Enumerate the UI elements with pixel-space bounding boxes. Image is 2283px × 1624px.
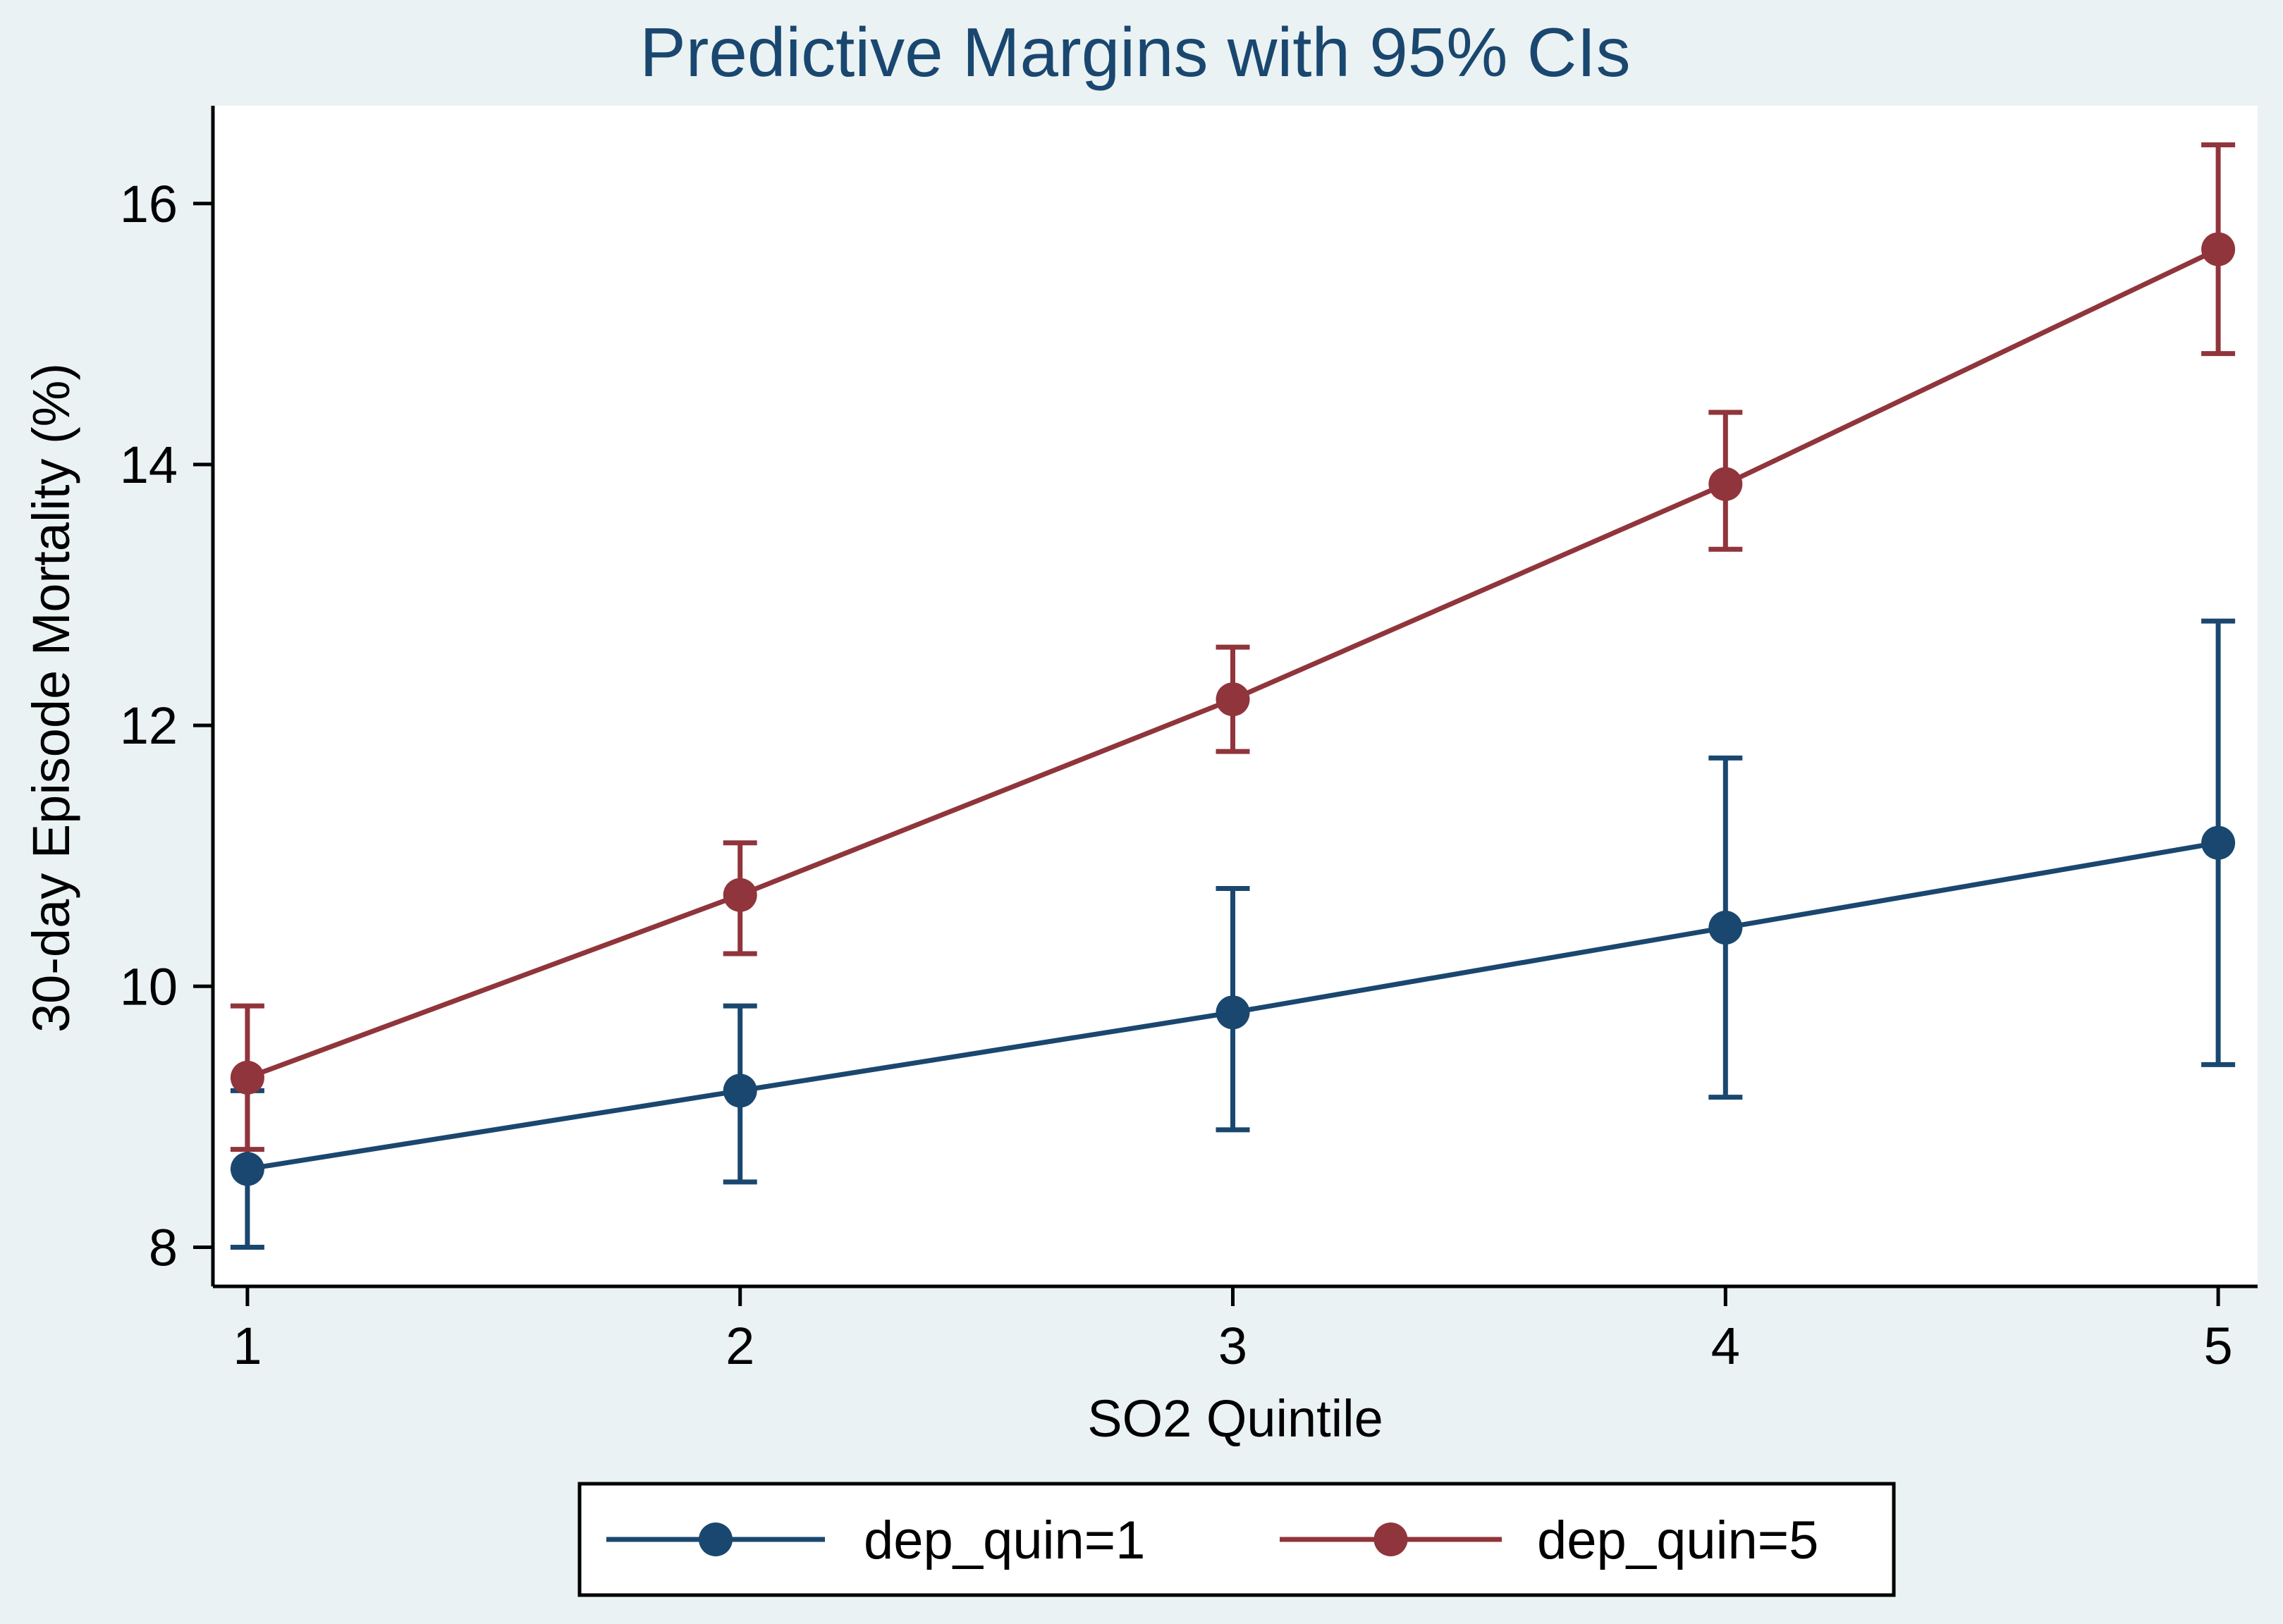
legend-label: dep_quin=5	[1537, 1511, 1818, 1570]
data-point	[1708, 911, 1743, 945]
data-point	[1216, 995, 1250, 1030]
legend: dep_quin=1 dep_quin=5	[577, 1482, 1896, 1597]
chart-title: Predictive Margins with 95% CIs	[639, 13, 1630, 91]
legend-swatch-marker	[699, 1522, 733, 1556]
data-point	[1708, 467, 1743, 501]
data-point	[723, 1074, 757, 1108]
data-point	[2201, 232, 2236, 266]
x-axis-label: SO2 Quintile	[1087, 1389, 1383, 1448]
x-tick-label: 5	[2204, 1317, 2233, 1375]
x-tick-label: 1	[233, 1317, 262, 1375]
y-tick-label: 8	[149, 1218, 178, 1277]
y-tick-label: 12	[120, 696, 178, 755]
x-tick-label: 2	[726, 1317, 754, 1375]
series-layer	[230, 142, 2236, 1250]
x-tick-label: 4	[1711, 1317, 1740, 1375]
legend-swatch-marker	[1373, 1522, 1408, 1556]
data-point	[1216, 682, 1250, 717]
y-tick-label: 16	[120, 175, 178, 233]
series-2	[230, 142, 2236, 1152]
y-tick-label: 14	[120, 436, 178, 494]
data-point	[2201, 825, 2236, 860]
legend-label: dep_quin=1	[864, 1511, 1145, 1570]
y-axis-label: 30-day Episode Mortality (%)	[22, 363, 80, 1033]
data-point	[230, 1060, 264, 1095]
data-point	[230, 1152, 264, 1186]
data-point	[723, 878, 757, 912]
x-tick-label: 3	[1218, 1317, 1247, 1375]
y-tick-label: 10	[120, 957, 178, 1016]
